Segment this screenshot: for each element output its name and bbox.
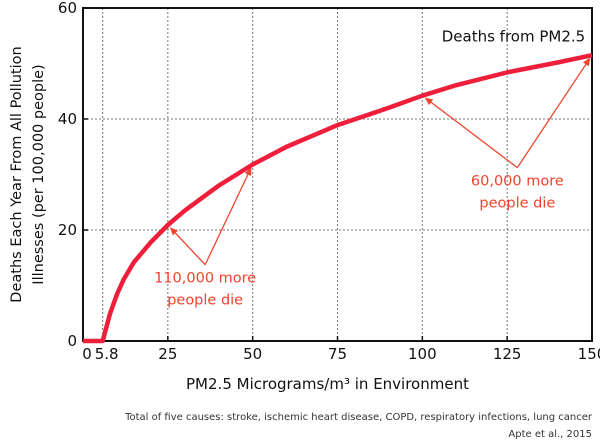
annotation-arrow-head: [582, 57, 591, 67]
y-tick-label: 60: [58, 0, 77, 17]
annotations: 110,000 more people die 60,000 more people …: [154, 57, 591, 309]
axis-labels: PM2.5 Micrograms/m³ in Environment Deaths…: [9, 46, 593, 440]
y-axis-label-line: Illnesses (per 100,000 people): [31, 64, 47, 284]
x-tick-label: 0: [82, 345, 92, 363]
annotation: 110,000 more people die: [154, 167, 256, 309]
x-tick-label: 50: [243, 345, 262, 363]
y-axis-label-line: Deaths Each Year From All Pollution: [9, 46, 25, 302]
footnote: Total of five causes: stroke, ischemic h…: [124, 412, 593, 423]
annotation-arrow-head: [244, 167, 252, 176]
annotation-arrow-head: [424, 97, 434, 106]
annotation-text: 60,000 more: [471, 174, 564, 190]
x-tick-label: 125: [493, 345, 522, 363]
annotation-text: people die: [167, 293, 243, 309]
x-tick-label: 25: [158, 345, 177, 363]
series-line: [83, 52, 593, 344]
annotation: 60,000 more people die: [424, 57, 591, 212]
annotation-arrow-line: [429, 100, 518, 169]
x-axis-label: PM2.5 Micrograms/m³ in Environment: [186, 375, 469, 393]
y-tick-label: 40: [58, 110, 77, 128]
annotation-text: 110,000 more: [154, 271, 256, 287]
annotation-arrow-line: [173, 231, 206, 266]
annotation-arrow-line: [516, 62, 588, 168]
series-label: Deaths from PM2.5: [442, 27, 585, 45]
x-tick-label: 100: [408, 345, 437, 363]
x-tick-label: 75: [328, 345, 347, 363]
annotation-arrow-line: [204, 172, 250, 266]
x-tick-label: 150: [578, 345, 600, 363]
annotation-text: people die: [479, 196, 555, 212]
footnote: Apte et al., 2015: [508, 429, 592, 440]
y-tick-label: 20: [58, 221, 77, 239]
x-tick-label: 5.8: [95, 345, 119, 363]
y-tick-label: 0: [67, 332, 77, 350]
series-layer: Deaths from PM2.5: [83, 27, 593, 344]
annotation-arrow-head: [169, 227, 178, 236]
